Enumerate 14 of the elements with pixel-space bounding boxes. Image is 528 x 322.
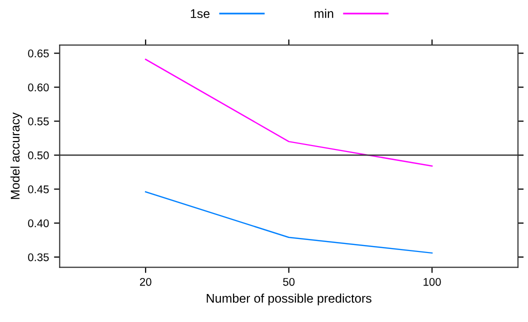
y-tick-label: 0.45 bbox=[28, 185, 49, 194]
x-tick-label: 50 bbox=[283, 278, 295, 286]
y-tick-label: 0.35 bbox=[28, 253, 49, 262]
y-tick-label: 0.55 bbox=[28, 117, 49, 126]
y-tick-label: 0.65 bbox=[28, 50, 49, 58]
y-tick-label: 0.50 bbox=[28, 151, 49, 160]
y-axis-title: Model accuracy bbox=[10, 112, 22, 199]
y-tick-label: 0.40 bbox=[28, 219, 49, 228]
legend-label: 1se bbox=[190, 9, 210, 18]
x-tick-label: 100 bbox=[424, 278, 441, 286]
y-tick-label: 0.60 bbox=[28, 83, 49, 92]
x-tick-label: 20 bbox=[140, 278, 152, 286]
legend-label: min bbox=[314, 8, 334, 18]
x-axis-title: Number of possible predictors bbox=[206, 294, 372, 306]
